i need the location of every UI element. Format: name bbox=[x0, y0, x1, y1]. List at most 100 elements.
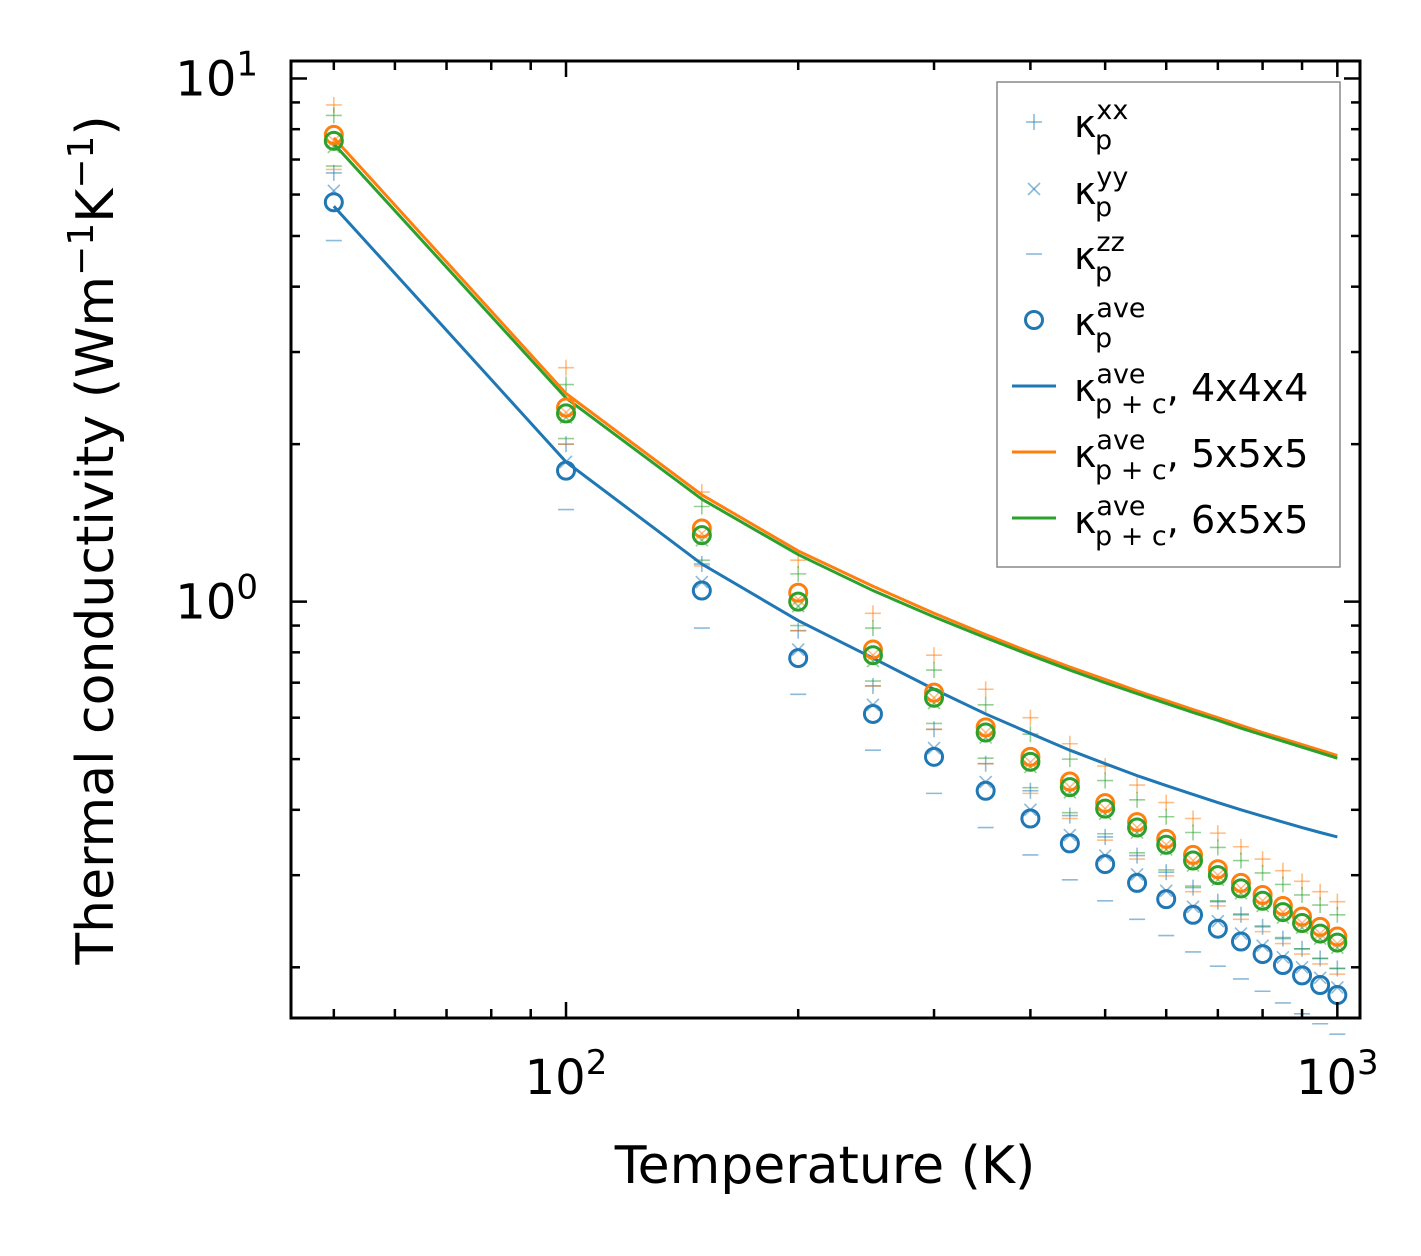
point-5x5x5-ave-600-ring bbox=[1156, 828, 1177, 849]
legend-swatch-3 bbox=[1024, 310, 1044, 330]
point-5x5x5-yy-500-d2 bbox=[1098, 802, 1112, 816]
legend-label-1: κyy p bbox=[1074, 162, 1128, 223]
point-6x5x5-ave-700 bbox=[1207, 865, 1228, 886]
point-6x5x5-ave-350-ring bbox=[975, 722, 996, 743]
point-5x5x5-xx-300 bbox=[926, 647, 943, 664]
point-5x5x5-yy-650-d2 bbox=[1186, 853, 1200, 868]
point-4x4x4-xx-500 bbox=[1097, 828, 1114, 845]
x-tick-label-exp: 2 bbox=[586, 1043, 608, 1083]
x-tick-label-1000: 103 bbox=[1296, 1043, 1379, 1106]
legend-swatch-1-d2 bbox=[1027, 182, 1041, 196]
point-4x4x4-ave-550 bbox=[1127, 872, 1148, 893]
point-5x5x5-ave-50 bbox=[323, 124, 344, 145]
y-axis-label-sup2: −1 bbox=[61, 136, 102, 189]
point-4x4x4-ave-650-ring bbox=[1183, 904, 1204, 925]
point-6x5x5-xx-300 bbox=[926, 662, 943, 679]
point-5x5x5-xx-550 bbox=[1129, 777, 1146, 794]
point-5x5x5-xx-700 bbox=[1209, 825, 1226, 842]
point-5x5x5-yy-600 bbox=[1159, 838, 1173, 852]
y-tick-label-exp: 1 bbox=[236, 44, 258, 84]
point-4x4x4-xx-550 bbox=[1129, 847, 1146, 864]
legend-kappa: κ bbox=[1074, 169, 1096, 213]
point-5x5x5-yy-600-d2 bbox=[1159, 838, 1173, 852]
point-5x5x5-ave-950 bbox=[1310, 916, 1331, 937]
point-4x4x4-ave-750 bbox=[1230, 931, 1251, 952]
point-4x4x4-ave-300-ring bbox=[924, 746, 945, 767]
point-6x5x5-ave-600 bbox=[1156, 834, 1177, 855]
legend-sub: p bbox=[1095, 192, 1112, 223]
point-4x4x4-ave-500-ring bbox=[1095, 854, 1116, 875]
point-6x5x5-ave-900 bbox=[1292, 913, 1313, 934]
point-5x5x5-yy-550-d2 bbox=[1130, 820, 1144, 835]
legend-kappa: κ bbox=[1074, 432, 1096, 476]
plot-marks bbox=[323, 96, 1348, 1035]
point-4x4x4-ave-300 bbox=[924, 746, 945, 767]
point-5x5x5-yy-750 bbox=[1234, 881, 1248, 895]
point-5x5x5-ave-550-ring bbox=[1127, 812, 1148, 833]
point-5x5x5-yy-800-d2 bbox=[1256, 894, 1270, 908]
point-5x5x5-xx-850 bbox=[1274, 862, 1291, 879]
point-5x5x5-xx-100 bbox=[558, 359, 575, 376]
legend-label-0: κxx p bbox=[1074, 95, 1128, 156]
point-5x5x5-yy-400 bbox=[1023, 755, 1037, 769]
point-6x5x5-xx-750 bbox=[1232, 852, 1249, 869]
point-4x4x4-xx-50 bbox=[325, 164, 342, 181]
point-4x4x4-ave-950 bbox=[1310, 975, 1331, 996]
point-5x5x5-ave-650 bbox=[1183, 844, 1204, 865]
legend-sub: p + c bbox=[1095, 389, 1167, 420]
point-4x4x4-xx-450 bbox=[1061, 807, 1078, 824]
point-5x5x5-ave-500-ring bbox=[1095, 793, 1116, 814]
line-6x5x5 bbox=[332, 142, 1338, 760]
point-4x4x4-ave-650 bbox=[1183, 904, 1204, 925]
point-6x5x5-ave-100 bbox=[556, 403, 577, 424]
x-tick-label-exp: 3 bbox=[1357, 1043, 1379, 1083]
point-5x5x5-ave-900-ring bbox=[1292, 906, 1313, 927]
point-6x5x5-xx-50 bbox=[325, 107, 342, 124]
y-axis-label-main: Thermal conductivity (Wm bbox=[66, 276, 126, 966]
point-5x5x5-yy-450-d2 bbox=[1063, 780, 1077, 794]
point-5x5x5-ave-950-ring bbox=[1310, 916, 1331, 937]
point-6x5x5-ave-1000 bbox=[1327, 932, 1348, 953]
point-5x5x5-ave-200-ring bbox=[788, 582, 809, 603]
x-tick-label-base: 10 bbox=[1296, 1050, 1357, 1106]
legend-kappa: κ bbox=[1074, 234, 1096, 278]
point-5x5x5-yy-500 bbox=[1098, 802, 1112, 816]
legend-box bbox=[996, 81, 1341, 568]
point-6x5x5-ave-900-ring bbox=[1292, 913, 1313, 934]
y-tick-label-base: 10 bbox=[175, 575, 236, 631]
point-5x5x5-ave-150-ring bbox=[691, 518, 712, 539]
y-tick-label-1: 100 bbox=[175, 568, 258, 631]
y-tick-label-exp: 0 bbox=[236, 568, 258, 608]
point-6x5x5-ave-850-ring bbox=[1272, 902, 1293, 923]
legend-kappa: κ bbox=[1074, 102, 1096, 146]
point-6x5x5-xx-350 bbox=[977, 696, 994, 713]
point-6x5x5-ave-300-ring bbox=[924, 687, 945, 708]
point-5x5x5-yy-700 bbox=[1211, 868, 1225, 882]
x-tick-label-100: 102 bbox=[525, 1043, 608, 1106]
point-6x5x5-ave-800 bbox=[1252, 890, 1273, 911]
point-6x5x5-ave-350 bbox=[975, 722, 996, 743]
point-6x5x5-ave-50-ring bbox=[323, 130, 344, 151]
point-5x5x5-xx-600 bbox=[1158, 794, 1175, 811]
point-5x5x5-xx-900 bbox=[1294, 873, 1311, 890]
point-5x5x5-xx-400 bbox=[1022, 709, 1039, 726]
point-4x4x4-xx-750 bbox=[1232, 906, 1249, 923]
point-6x5x5-ave-950-ring bbox=[1310, 923, 1331, 944]
point-4x4x4-ave-700-ring bbox=[1207, 918, 1228, 939]
point-5x5x5-yy-250-d2 bbox=[866, 648, 880, 662]
point-4x4x4-ave-50-ring bbox=[323, 192, 344, 213]
point-6x5x5-xx-800 bbox=[1254, 864, 1271, 881]
point-6x5x5-xx-650 bbox=[1185, 824, 1202, 841]
legend-sup: zz bbox=[1096, 227, 1124, 258]
point-4x4x4-ave-550-ring bbox=[1127, 872, 1148, 893]
point-5x5x5-yy-350-d2 bbox=[979, 725, 993, 740]
x-tick-label-base: 10 bbox=[525, 1050, 586, 1106]
point-6x5x5-ave-100-ring bbox=[556, 403, 577, 424]
point-6x5x5-xx-100 bbox=[558, 376, 575, 393]
legend-label-3: κave p bbox=[1074, 293, 1146, 354]
legend-sub: p bbox=[1095, 125, 1112, 156]
point-5x5x5-xx-250 bbox=[864, 605, 881, 622]
point-6x5x5-ave-250 bbox=[862, 645, 883, 666]
